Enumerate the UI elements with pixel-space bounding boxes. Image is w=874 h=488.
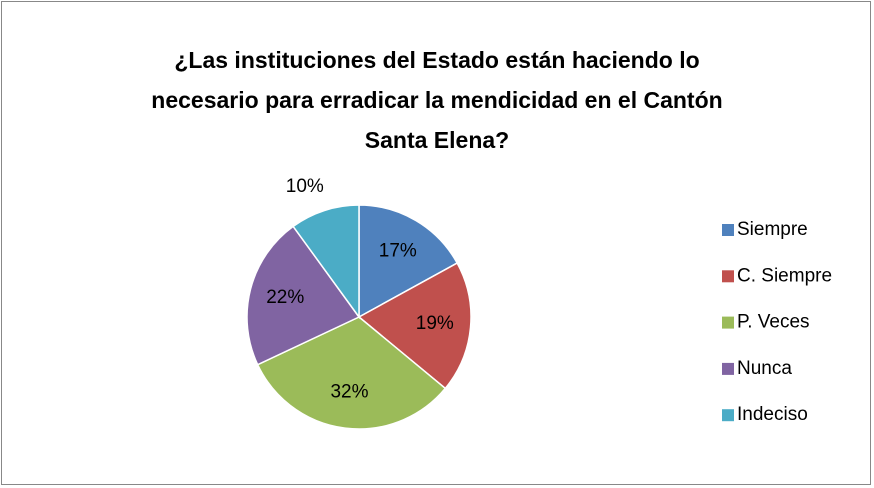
legend-swatch (722, 362, 734, 375)
legend-swatch (722, 224, 734, 236)
legend-label: P. Veces (737, 312, 810, 333)
pie-slice (292, 204, 360, 320)
data-label: 19% (416, 313, 454, 334)
legend-swatch (722, 316, 734, 329)
data-label: 32% (330, 382, 368, 403)
data-label: 10% (286, 176, 324, 197)
legend-label: Siempre (737, 219, 808, 240)
legend-label: Nunca (737, 358, 792, 379)
pie-slice (256, 316, 447, 430)
data-label: 22% (266, 287, 304, 308)
legend-swatch (722, 270, 734, 283)
legend-label: C. Siempre (737, 265, 832, 286)
chart-title: ¿Las instituciones del Estado están haci… (151, 47, 723, 153)
legend-swatch (722, 409, 734, 422)
legend-label: Indeciso (737, 404, 808, 425)
data-label: 17% (379, 240, 417, 261)
pie-slice (357, 262, 472, 390)
pie-slice (246, 225, 361, 366)
pie-slice (358, 204, 459, 319)
